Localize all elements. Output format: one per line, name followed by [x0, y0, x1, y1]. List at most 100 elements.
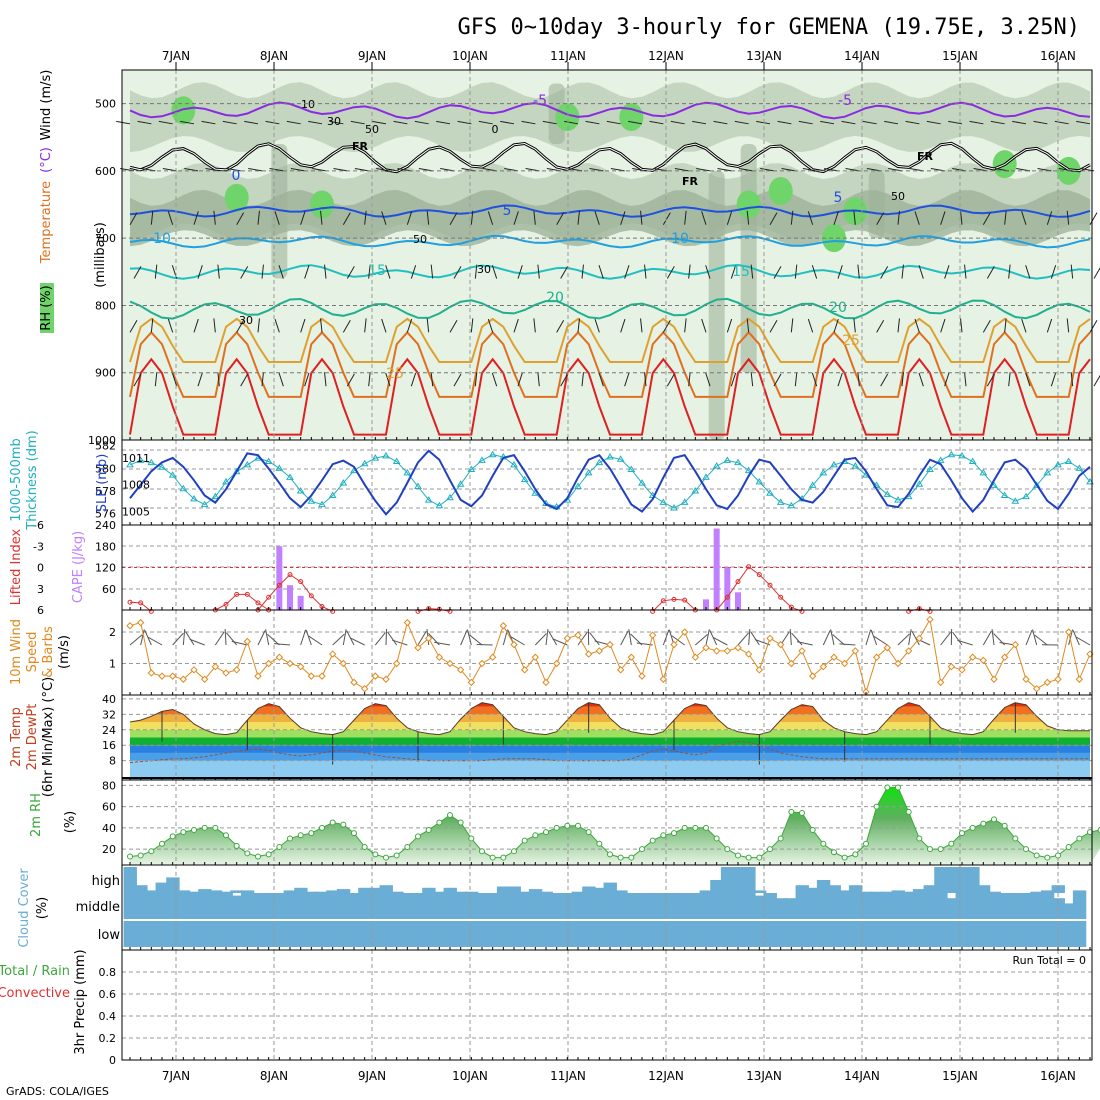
wind-barb	[342, 212, 351, 225]
rh-point	[841, 854, 848, 861]
isotherm-label: 5	[503, 203, 512, 219]
wind-barb	[137, 120, 152, 125]
cloud-bar	[208, 921, 223, 947]
wind-barb	[350, 120, 365, 125]
cloud-bar	[315, 921, 329, 947]
cloud-bar	[752, 890, 767, 893]
cloud-bar	[582, 921, 596, 947]
thickness-point	[1054, 460, 1062, 468]
rh-high-blob	[555, 103, 580, 132]
wind-barb	[730, 265, 737, 279]
cloud-bar	[870, 893, 884, 919]
li-point	[671, 596, 677, 602]
rh-legend-label: RH (%)	[39, 285, 54, 330]
cape-bar	[724, 567, 731, 610]
wind-barb	[662, 319, 671, 333]
rh-point	[1023, 846, 1029, 853]
wind-barb	[769, 212, 778, 225]
precip-tick: 0.4	[99, 1010, 117, 1023]
isotherm-label: 15	[368, 263, 386, 279]
li-tick: 0	[37, 562, 44, 575]
wind10-barb	[620, 630, 629, 646]
rh-point	[767, 846, 773, 853]
rh-high-blob	[768, 177, 793, 206]
rh-point	[777, 835, 784, 842]
wind10-point	[958, 666, 966, 674]
wind-barb	[624, 372, 630, 387]
thickness-point	[584, 468, 593, 476]
wind10-barb	[1032, 629, 1038, 646]
rh-point	[745, 854, 752, 861]
wind-barb	[853, 210, 856, 225]
wind10-point	[510, 640, 518, 649]
wind-barb	[171, 372, 178, 387]
wind10-point	[734, 644, 742, 652]
wind-barb	[1076, 120, 1091, 125]
wind10-barb	[737, 632, 749, 646]
wind-barb	[304, 372, 310, 387]
rh-point	[735, 852, 741, 859]
rh-point	[521, 837, 528, 844]
thickness-point	[958, 451, 966, 459]
rh-point	[852, 851, 859, 858]
cloud-bar	[219, 893, 233, 919]
freezing-label: FR	[352, 140, 369, 153]
wind10-point	[1032, 684, 1041, 693]
wind-barb	[811, 372, 818, 387]
wind10-point	[531, 653, 540, 661]
cloud-bar	[539, 891, 553, 893]
thickness-point	[275, 464, 284, 471]
wind10-barb	[705, 629, 710, 646]
wind10-point	[126, 622, 134, 630]
wind10-barb	[957, 639, 973, 646]
wind10-point	[424, 634, 433, 643]
thickness-point	[808, 481, 817, 488]
wind10-point	[414, 644, 422, 652]
thickness-unit-label: Thickness (dm)	[25, 430, 40, 530]
wind10-point	[1075, 675, 1084, 683]
dewpt-axis-label: 2m DewPt	[25, 704, 40, 771]
cloud-bar	[283, 893, 297, 919]
cloud-bar	[592, 887, 607, 893]
wind10-barb	[385, 628, 388, 646]
rh-point	[159, 840, 165, 847]
wind-barb	[802, 167, 817, 172]
cloud-bar	[902, 893, 916, 919]
cloud-bar	[720, 921, 735, 947]
slp-tick: 1011	[122, 452, 150, 465]
wind-barb	[410, 265, 417, 279]
wind-barb	[653, 167, 668, 172]
thickness-point	[126, 460, 134, 468]
thickness-point	[520, 475, 529, 483]
wind-barb	[240, 373, 249, 387]
wind10-point	[1064, 628, 1073, 636]
li-line	[257, 573, 333, 612]
date-label-top: 15JAN	[942, 49, 978, 63]
wind10-point	[606, 640, 614, 649]
wind-barb	[644, 372, 647, 387]
li-point	[916, 606, 922, 612]
wind-barb	[500, 120, 515, 125]
wind-barb	[948, 120, 963, 125]
thickness-point	[403, 468, 412, 476]
wind-barb	[1066, 318, 1070, 333]
wind-barb	[470, 210, 474, 225]
wind-barb	[1025, 372, 1031, 387]
rh-point	[351, 830, 357, 837]
li-point	[298, 579, 304, 585]
cloud-bar	[1072, 890, 1087, 893]
cloud-bar	[1030, 893, 1044, 919]
rh-point	[756, 854, 763, 861]
wind-barb	[862, 120, 877, 125]
wind-barb	[257, 318, 260, 333]
cloud-bar	[838, 921, 852, 947]
isotherm-label: 0	[232, 168, 241, 184]
wind-barb	[167, 318, 174, 333]
cloud-bar	[646, 921, 660, 947]
wind-barb	[564, 120, 579, 125]
wind10-barb	[1075, 636, 1091, 646]
cloud-bar	[784, 921, 799, 947]
rh-point	[969, 824, 976, 831]
cloud-bar	[656, 921, 671, 947]
cloud-bar	[294, 921, 308, 947]
